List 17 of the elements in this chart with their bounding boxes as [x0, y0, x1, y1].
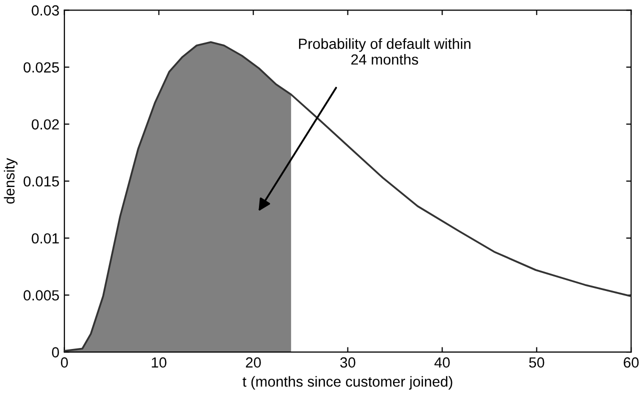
y-axis-title: density: [4, 158, 18, 204]
y-tick-label: 0.03: [32, 5, 59, 16]
y-tick-label: 0.02: [32, 119, 59, 130]
y-tick-label: 0: [52, 347, 59, 358]
y-tick-label: 0.005: [24, 290, 59, 301]
x-tick-label: 30: [340, 357, 356, 368]
x-tick-label: 20: [246, 357, 261, 368]
annotation: Probability of default within 24 months: [299, 38, 470, 65]
x-tick-label: 50: [529, 357, 544, 368]
y-tick-label: 0.015: [24, 176, 59, 187]
y-tick-label: 0.01: [32, 233, 59, 244]
x-tick-label: 10: [152, 357, 166, 368]
x-tick-label: 60: [624, 357, 639, 368]
x-axis-title: t (months since customer joined): [242, 376, 452, 390]
y-tick-label: 0.025: [24, 62, 59, 73]
x-tick-label: 0: [60, 357, 68, 368]
x-tick-label: 40: [434, 357, 450, 368]
